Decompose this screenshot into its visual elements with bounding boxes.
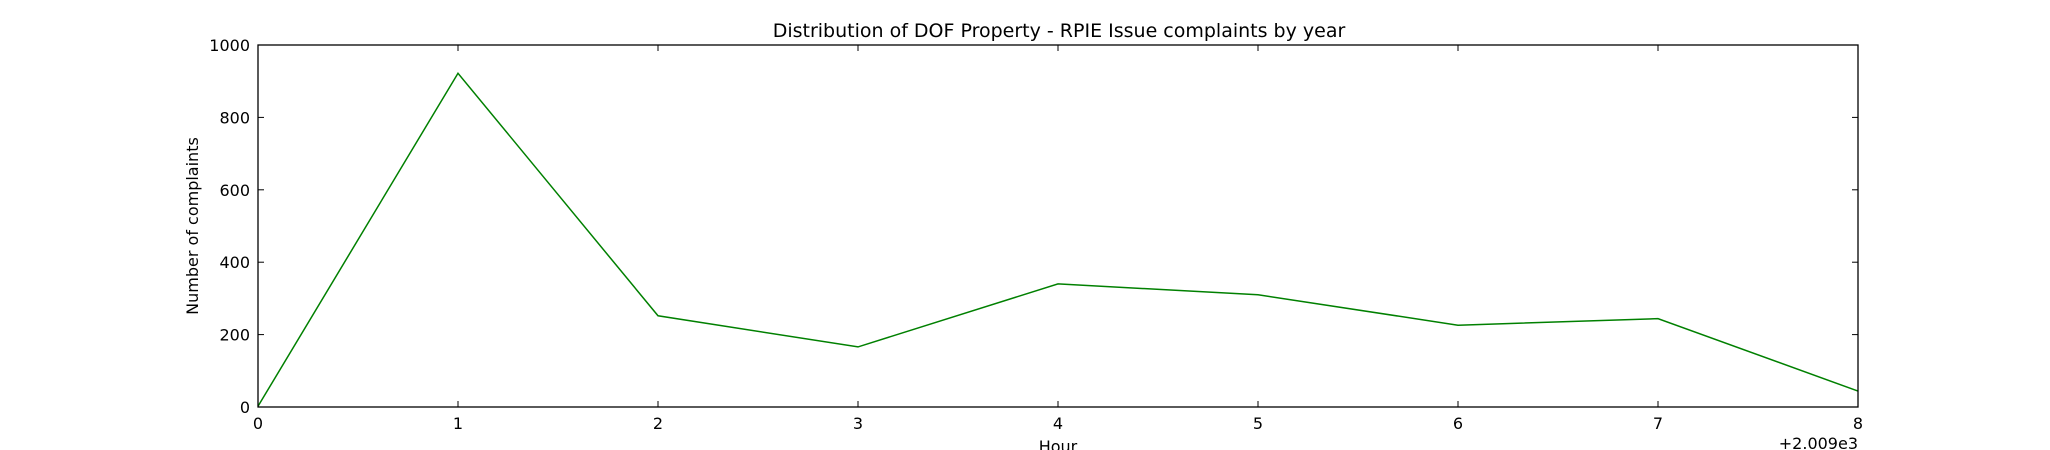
x-axis: 0 1 2 3 4 5 6 7 8 [253, 45, 1863, 433]
series-line [257, 71, 1859, 407]
x-tick-label: 0 [253, 414, 263, 433]
x-tick-label: 7 [1653, 414, 1663, 433]
plot-area [257, 71, 1859, 407]
x-tick-label: 1 [453, 414, 463, 433]
x-tick-label: 4 [1053, 414, 1063, 433]
y-tick-label: 400 [219, 253, 250, 272]
y-tick-label: 600 [219, 181, 250, 200]
x-tick-label: 8 [1853, 414, 1863, 433]
y-axis-label: Number of complaints [183, 137, 202, 315]
chart-title: Distribution of DOF Property - RPIE Issu… [773, 20, 1346, 42]
y-tick-label: 1000 [209, 36, 250, 55]
x-axis-label: Hour [1039, 437, 1078, 450]
plot-frame [257, 44, 1859, 408]
y-axis: 0 200 400 600 800 1000 [209, 36, 1858, 417]
x-tick-label: 5 [1253, 414, 1263, 433]
y-tick-label: 800 [219, 108, 250, 127]
x-tick-label: 2 [653, 414, 663, 433]
y-tick-label: 0 [240, 398, 250, 417]
y-tick-label: 200 [219, 326, 250, 345]
x-tick-label: 3 [853, 414, 863, 433]
x-axis-offset-label: +2.009e3 [1779, 434, 1858, 450]
x-tick-label: 6 [1453, 414, 1463, 433]
